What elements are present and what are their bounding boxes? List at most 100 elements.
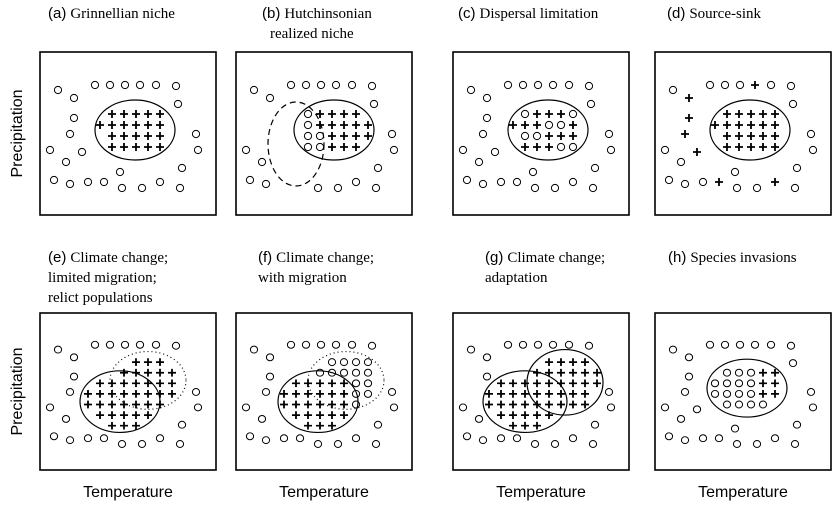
plus-marker <box>771 110 779 118</box>
panel-content <box>660 80 818 193</box>
plus-marker <box>569 121 577 129</box>
circle-marker <box>371 183 381 193</box>
circle-marker <box>564 80 574 90</box>
circle-marker <box>503 340 513 349</box>
circle-marker <box>680 388 690 396</box>
panel-frame <box>39 51 217 216</box>
circle-marker <box>286 340 296 349</box>
plus-marker <box>108 143 116 151</box>
plus-marker <box>304 379 312 388</box>
plus-marker <box>144 390 152 398</box>
circle-marker <box>758 400 768 409</box>
plus-marker <box>340 390 348 398</box>
circle-marker <box>692 405 702 414</box>
panel-frame <box>39 312 217 471</box>
circle-marker <box>684 353 694 362</box>
circle-marker <box>520 109 530 119</box>
circle-marker <box>249 85 259 95</box>
plus-marker <box>557 379 565 388</box>
circle-marker <box>49 175 59 185</box>
circle-marker <box>389 145 399 155</box>
circle-marker <box>351 177 361 187</box>
circle-marker <box>90 80 100 90</box>
circle-marker <box>69 113 79 123</box>
plus-marker <box>328 421 336 430</box>
panel-title-text: Dispersal limitation <box>480 6 599 22</box>
circle-marker <box>351 400 361 409</box>
circle-marker <box>722 379 732 388</box>
plus-marker <box>545 358 553 366</box>
plus-marker <box>569 379 577 388</box>
panel-content <box>458 340 616 448</box>
circle-marker <box>606 403 616 412</box>
plus-marker <box>280 390 288 398</box>
plus-marker <box>545 132 553 140</box>
plus-marker <box>759 390 767 398</box>
plus-marker <box>759 368 767 377</box>
circle-marker <box>90 340 100 349</box>
circle-marker <box>315 131 325 141</box>
plus-marker <box>569 390 577 398</box>
circle-marker <box>705 340 715 349</box>
plus-marker <box>120 421 128 430</box>
circle-marker <box>245 175 255 185</box>
plus-marker <box>316 421 324 430</box>
circle-marker <box>474 415 484 423</box>
circle-marker <box>786 81 796 91</box>
plus-marker <box>304 421 312 430</box>
plus-marker <box>340 121 348 129</box>
circle-marker <box>120 340 130 349</box>
plus-marker <box>96 400 104 409</box>
circle-marker <box>722 400 732 409</box>
panel-title-text: realized niche <box>270 26 354 42</box>
circle-marker <box>730 424 740 433</box>
circle-marker <box>65 179 75 189</box>
plus-marker <box>156 132 164 140</box>
circle-marker <box>151 340 161 349</box>
circle-marker <box>363 368 373 377</box>
circle-marker <box>482 353 492 362</box>
circle-marker <box>590 420 600 429</box>
circle-marker <box>556 120 566 130</box>
circle-marker <box>286 80 296 90</box>
panel-content <box>458 80 616 193</box>
circle-marker <box>351 358 361 367</box>
circle-marker <box>191 388 201 396</box>
circle-marker <box>766 80 776 90</box>
plus-marker <box>521 421 529 430</box>
plus-marker <box>156 400 164 409</box>
circle-marker <box>151 80 161 90</box>
circle-marker <box>530 440 540 448</box>
plus-marker <box>144 358 152 366</box>
circle-marker <box>714 434 724 443</box>
x-axis-label: Temperature <box>698 484 788 501</box>
circle-marker <box>518 340 528 349</box>
plus-marker <box>340 411 348 419</box>
circle-marker <box>806 129 816 139</box>
panel-title: (a) Grinnellian niche <box>48 5 175 22</box>
plus-marker <box>747 143 755 151</box>
plus-marker <box>509 121 517 129</box>
circle-marker <box>171 341 181 350</box>
circle-marker <box>387 129 397 139</box>
plus-marker <box>108 411 116 419</box>
circle-marker <box>77 147 87 157</box>
plus-marker <box>132 400 140 409</box>
circle-marker <box>786 341 796 350</box>
plus-marker <box>340 143 348 151</box>
plus-marker <box>521 390 529 398</box>
plus-marker <box>485 400 493 409</box>
circle-marker <box>730 167 740 177</box>
plus-marker <box>120 411 128 419</box>
circle-marker <box>347 80 357 90</box>
circle-marker <box>735 80 745 90</box>
circle-marker <box>265 93 275 103</box>
panel-title-text: Source-sink <box>689 6 761 22</box>
panel-frame <box>235 51 413 216</box>
y-axis-label: Precipitation <box>9 89 26 177</box>
circle-marker <box>462 432 472 441</box>
panel-title-text: Hutchinsonian <box>284 6 372 22</box>
circle-marker <box>53 345 63 354</box>
plus-marker <box>144 400 152 409</box>
circle-marker <box>568 142 578 152</box>
